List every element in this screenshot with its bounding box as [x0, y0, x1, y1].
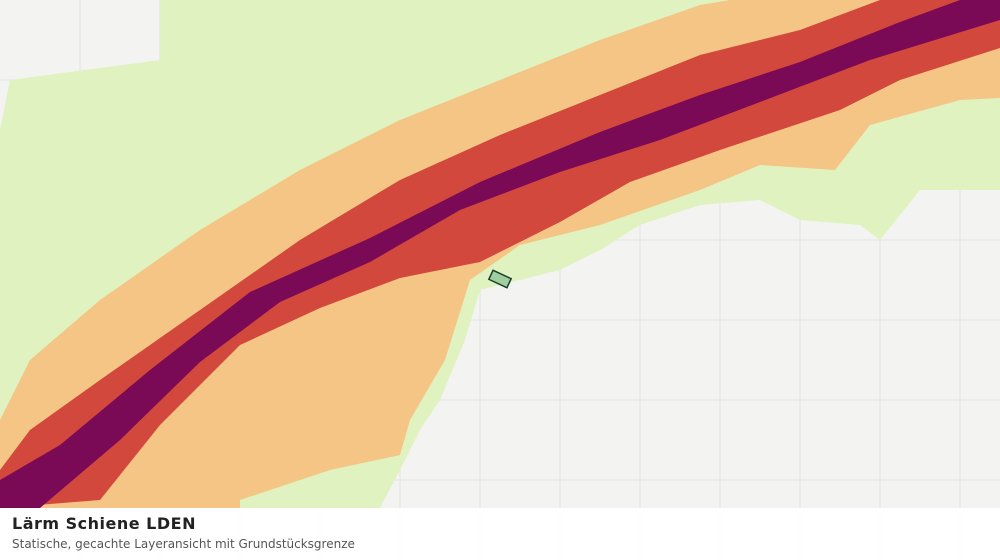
layer-title: Lärm Schiene LDEN — [12, 514, 196, 533]
layer-subtitle: Statische, gecachte Layeransicht mit Gru… — [12, 537, 355, 551]
caption-panel: Lärm Schiene LDEN Statische, gecachte La… — [0, 508, 1000, 560]
parcel-highlight[interactable] — [487, 269, 513, 289]
noise-zone-high — [0, 0, 1000, 508]
